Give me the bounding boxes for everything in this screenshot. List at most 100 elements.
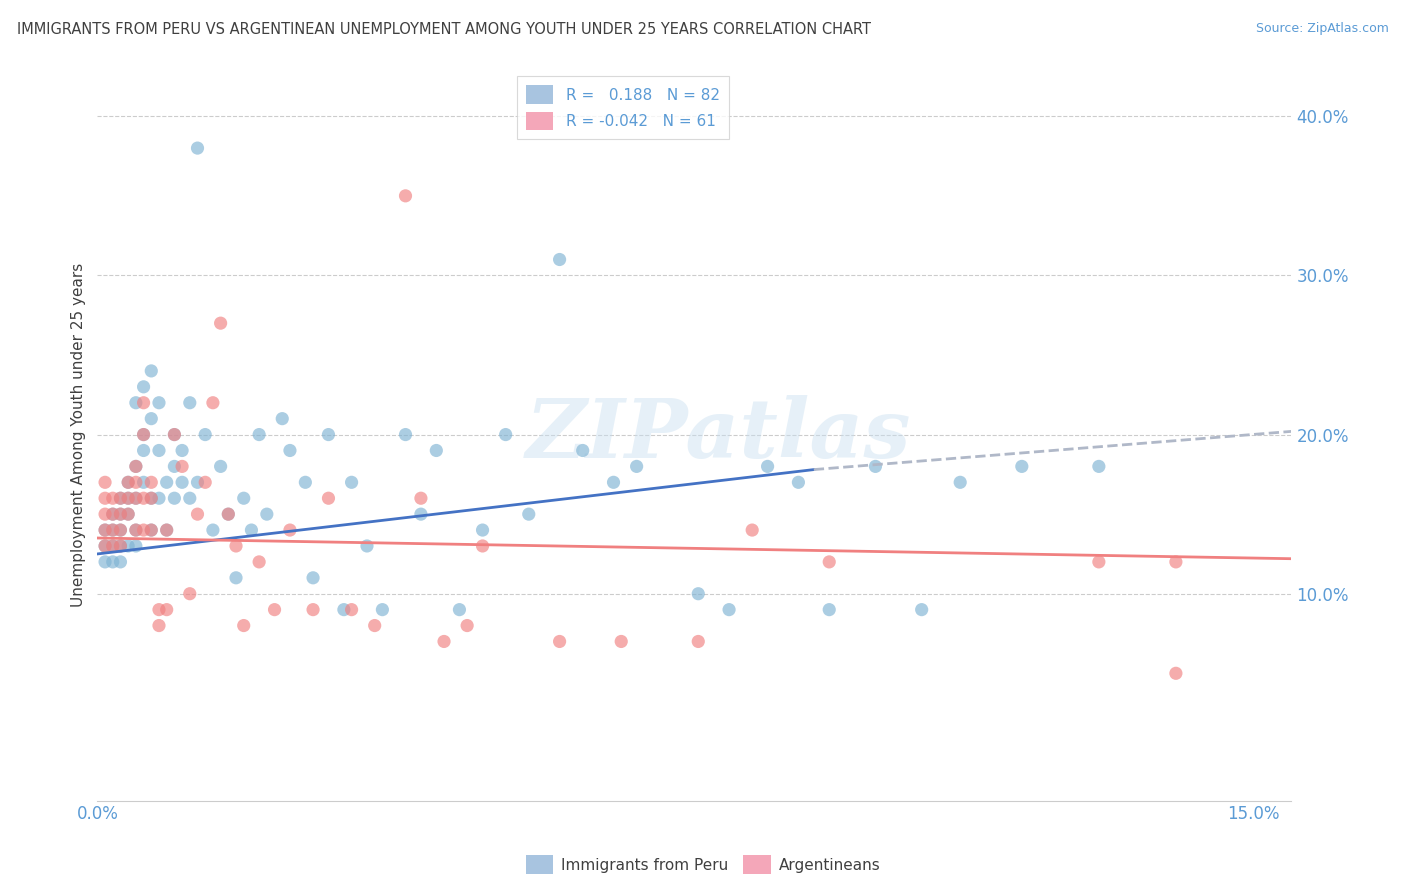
Point bbox=[163, 491, 186, 506]
Point bbox=[1011, 459, 1033, 474]
Point bbox=[433, 634, 456, 648]
Point bbox=[110, 539, 132, 553]
Point bbox=[101, 523, 124, 537]
Point bbox=[394, 189, 416, 203]
Text: Source: ZipAtlas.com: Source: ZipAtlas.com bbox=[1256, 22, 1389, 36]
Point bbox=[741, 523, 763, 537]
Point bbox=[172, 443, 194, 458]
Point bbox=[610, 634, 633, 648]
Point bbox=[626, 459, 648, 474]
Point bbox=[201, 396, 224, 410]
Point bbox=[449, 602, 471, 616]
Point bbox=[132, 443, 155, 458]
Point bbox=[186, 141, 208, 155]
Point bbox=[911, 602, 934, 616]
Point bbox=[117, 475, 139, 490]
Point bbox=[110, 539, 132, 553]
Point bbox=[949, 475, 972, 490]
Point bbox=[318, 491, 340, 506]
Point bbox=[125, 523, 148, 537]
Point bbox=[818, 602, 841, 616]
Point bbox=[318, 427, 340, 442]
Point bbox=[263, 602, 285, 616]
Point bbox=[548, 634, 571, 648]
Point bbox=[125, 396, 148, 410]
Point bbox=[110, 491, 132, 506]
Point bbox=[225, 539, 247, 553]
Point bbox=[110, 507, 132, 521]
Point bbox=[132, 491, 155, 506]
Point bbox=[110, 491, 132, 506]
Point bbox=[371, 602, 394, 616]
Point bbox=[201, 523, 224, 537]
Point bbox=[141, 523, 163, 537]
Point bbox=[117, 507, 139, 521]
Point bbox=[194, 475, 217, 490]
Point bbox=[148, 396, 170, 410]
Point bbox=[1088, 459, 1111, 474]
Point bbox=[125, 539, 148, 553]
Point bbox=[548, 252, 571, 267]
Point bbox=[225, 571, 247, 585]
Point bbox=[156, 523, 179, 537]
Point bbox=[101, 491, 124, 506]
Point bbox=[172, 459, 194, 474]
Point bbox=[302, 571, 325, 585]
Point bbox=[148, 443, 170, 458]
Point bbox=[232, 618, 254, 632]
Point bbox=[217, 507, 239, 521]
Legend: Immigrants from Peru, Argentineans: Immigrants from Peru, Argentineans bbox=[520, 849, 886, 880]
Point bbox=[1164, 555, 1187, 569]
Point bbox=[101, 555, 124, 569]
Point bbox=[141, 491, 163, 506]
Point bbox=[1164, 666, 1187, 681]
Point bbox=[363, 618, 385, 632]
Point bbox=[125, 491, 148, 506]
Point bbox=[340, 602, 363, 616]
Point bbox=[101, 523, 124, 537]
Point bbox=[125, 491, 148, 506]
Point bbox=[194, 427, 217, 442]
Point bbox=[340, 475, 363, 490]
Point bbox=[179, 396, 201, 410]
Point bbox=[94, 491, 117, 506]
Point bbox=[94, 539, 117, 553]
Point bbox=[156, 475, 179, 490]
Point bbox=[101, 507, 124, 521]
Point bbox=[117, 507, 139, 521]
Point bbox=[148, 602, 170, 616]
Point bbox=[132, 396, 155, 410]
Point bbox=[117, 475, 139, 490]
Point bbox=[409, 491, 432, 506]
Point bbox=[217, 507, 239, 521]
Point bbox=[517, 507, 540, 521]
Point bbox=[163, 459, 186, 474]
Point bbox=[602, 475, 624, 490]
Point bbox=[425, 443, 447, 458]
Point bbox=[186, 475, 208, 490]
Point bbox=[865, 459, 887, 474]
Point bbox=[356, 539, 378, 553]
Point bbox=[101, 539, 124, 553]
Point bbox=[232, 491, 254, 506]
Point bbox=[409, 507, 432, 521]
Point bbox=[456, 618, 478, 632]
Point bbox=[394, 427, 416, 442]
Point bbox=[156, 523, 179, 537]
Point bbox=[787, 475, 810, 490]
Point bbox=[94, 507, 117, 521]
Point bbox=[756, 459, 779, 474]
Text: ZIPatlas: ZIPatlas bbox=[526, 394, 911, 475]
Point bbox=[132, 427, 155, 442]
Text: IMMIGRANTS FROM PERU VS ARGENTINEAN UNEMPLOYMENT AMONG YOUTH UNDER 25 YEARS CORR: IMMIGRANTS FROM PERU VS ARGENTINEAN UNEM… bbox=[17, 22, 870, 37]
Point bbox=[110, 523, 132, 537]
Point bbox=[278, 443, 301, 458]
Point bbox=[117, 539, 139, 553]
Point bbox=[571, 443, 593, 458]
Point bbox=[718, 602, 741, 616]
Point bbox=[333, 602, 356, 616]
Point bbox=[117, 491, 139, 506]
Point bbox=[471, 539, 494, 553]
Point bbox=[278, 523, 301, 537]
Point bbox=[294, 475, 316, 490]
